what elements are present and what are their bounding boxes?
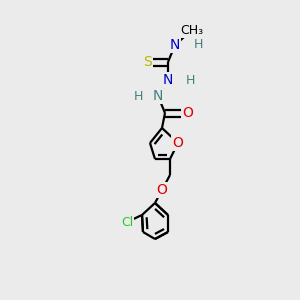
Text: H: H: [193, 38, 203, 52]
Text: N: N: [153, 89, 163, 103]
Text: O: O: [183, 106, 194, 120]
Text: CH₃: CH₃: [180, 23, 204, 37]
Text: H: H: [133, 89, 143, 103]
Text: N: N: [170, 38, 180, 52]
Text: N: N: [163, 73, 173, 87]
Text: S: S: [144, 55, 152, 69]
Text: H: H: [185, 74, 195, 86]
Text: O: O: [157, 183, 167, 197]
Text: O: O: [172, 136, 183, 150]
Text: Cl: Cl: [121, 215, 133, 229]
